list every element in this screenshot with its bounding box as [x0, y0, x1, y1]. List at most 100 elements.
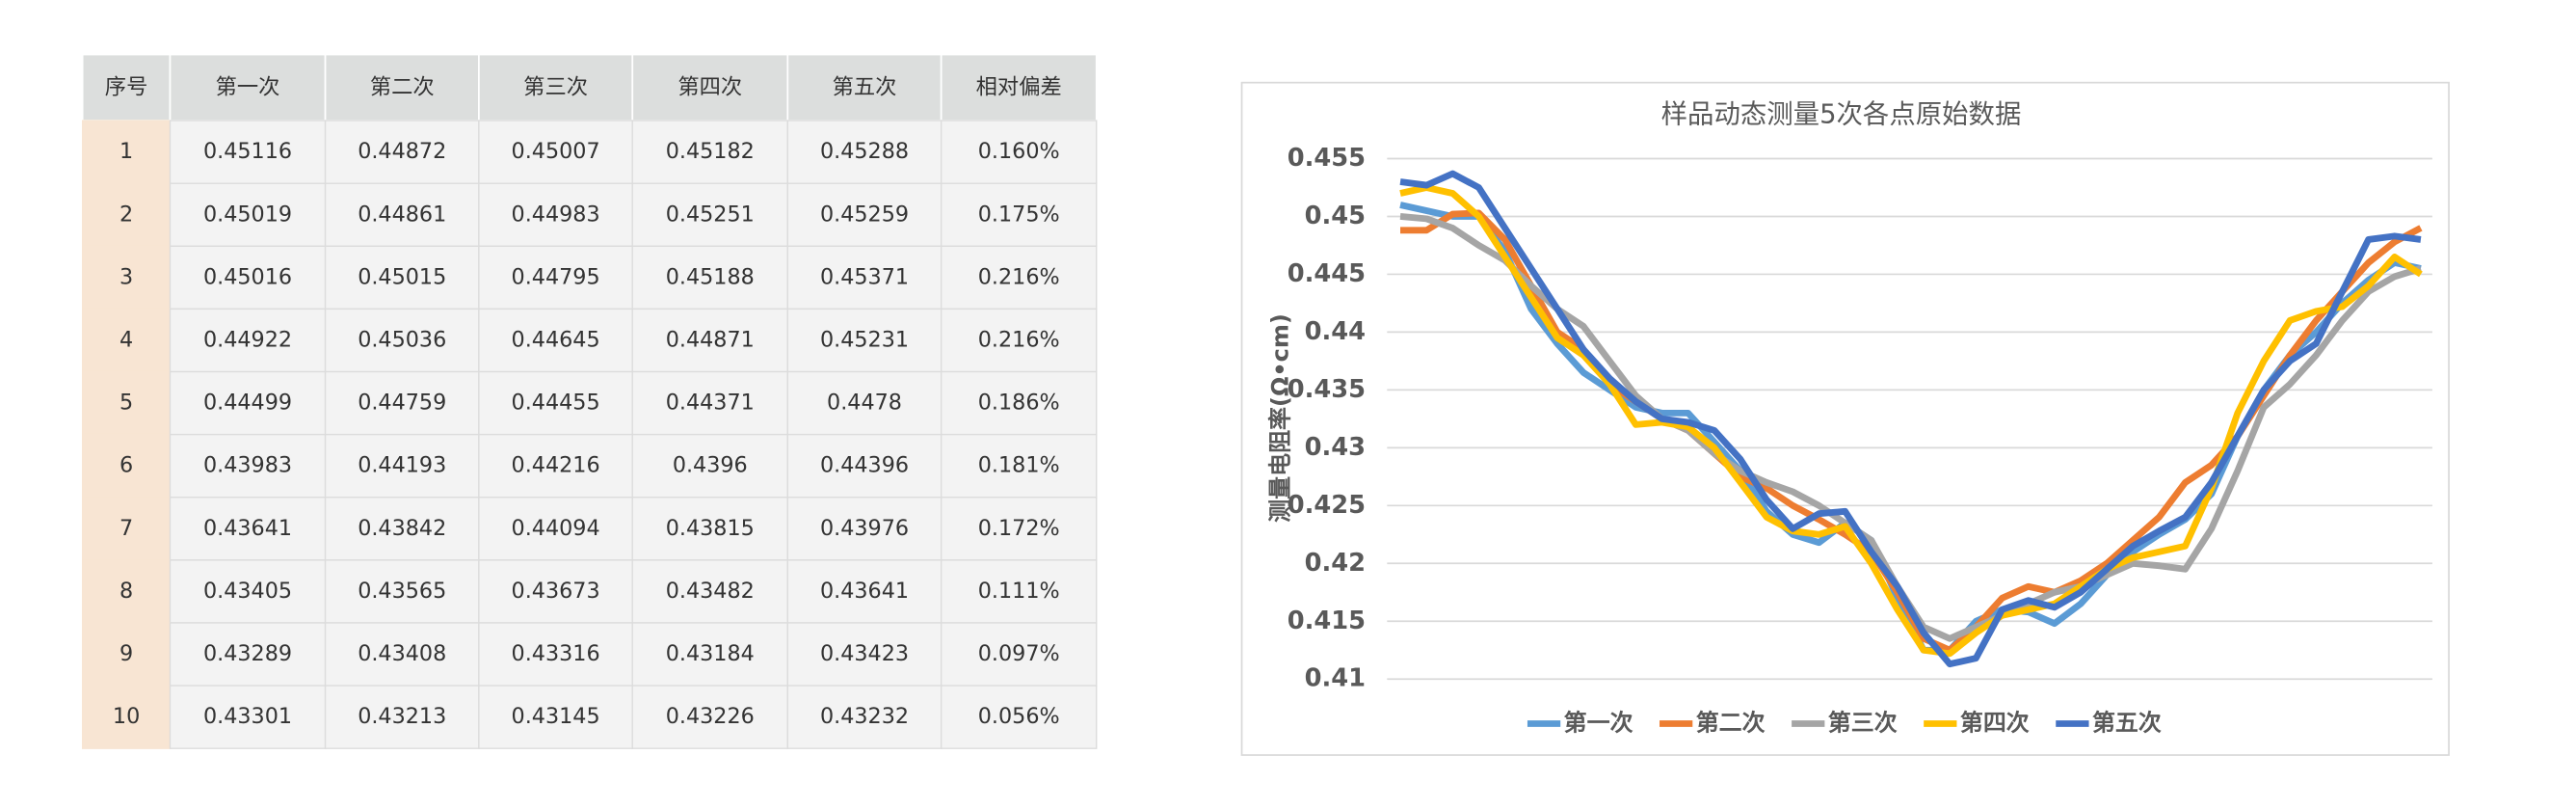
table-cell — [478, 497, 633, 561]
legend-label: 第二次 — [1696, 709, 1766, 736]
table-cell — [786, 182, 943, 247]
cell-text: 0.45036 — [358, 327, 446, 352]
cell-text: 0.45182 — [666, 139, 755, 164]
table-cell — [631, 433, 789, 499]
table-cell — [940, 559, 1098, 624]
cell-text: 10 — [113, 704, 140, 729]
cell-text: 0.4478 — [827, 391, 902, 416]
cell-text: 0.44872 — [358, 139, 446, 164]
cell-text: 0.43145 — [512, 704, 600, 729]
cell-text: 0.172% — [978, 516, 1060, 541]
table-cell — [631, 182, 789, 247]
cell-text: 0.43423 — [820, 641, 909, 666]
table-cell — [940, 685, 1098, 749]
cell-text: 0.45288 — [820, 139, 909, 164]
cell-text: 8 — [120, 579, 133, 604]
cell-text: 5 — [120, 391, 133, 416]
table-cell — [81, 308, 172, 373]
table-cell — [631, 559, 789, 624]
cell-text: 0.45251 — [666, 202, 755, 227]
y-tick-label: 0.45 — [1305, 202, 1366, 230]
cell-text: 3 — [120, 264, 133, 289]
table-cell — [169, 559, 327, 624]
chart-title: 样品动态测量5次各点原始数据 — [1661, 99, 2022, 129]
series-line — [1399, 184, 2423, 658]
table-cell — [786, 308, 943, 373]
header-text: 第三次 — [523, 74, 588, 99]
table-cell — [631, 622, 789, 687]
y-tick-label: 0.455 — [1288, 144, 1366, 173]
table-cell — [786, 685, 943, 749]
cell-text: 0.44455 — [512, 391, 600, 416]
header-cell — [940, 53, 1098, 121]
cell-text: 4 — [120, 327, 133, 352]
cell-text: 2 — [120, 202, 133, 227]
table-cell — [478, 182, 633, 247]
header-text: 序号 — [105, 74, 148, 99]
cell-text: 0.216% — [978, 264, 1060, 289]
legend-label: 第一次 — [1564, 709, 1633, 736]
cell-text: 6 — [120, 453, 133, 478]
table-cell — [81, 559, 172, 624]
y-tick-label: 0.445 — [1288, 259, 1366, 288]
cell-text: 0.181% — [978, 453, 1060, 478]
y-tick-label: 0.415 — [1288, 607, 1366, 635]
cell-text: 0.44861 — [358, 202, 446, 227]
table-cell — [786, 120, 943, 184]
cell-text: 0.43289 — [203, 641, 292, 666]
header-text: 第四次 — [677, 74, 742, 99]
table-cell — [169, 685, 327, 749]
cell-text: 0.43983 — [203, 453, 292, 478]
cell-text: 0.44645 — [512, 327, 600, 352]
table-cell — [324, 370, 480, 436]
table-cell — [786, 559, 943, 624]
cell-text: 0.43226 — [666, 704, 755, 729]
cell-text: 9 — [120, 641, 133, 666]
cell-text: 0.44795 — [512, 264, 600, 289]
table-cell — [324, 182, 480, 247]
cell-text: 0.43641 — [203, 516, 292, 541]
cell-text: 0.43976 — [820, 516, 909, 541]
cell-text: 0.160% — [978, 139, 1060, 164]
cell-text: 0.43842 — [358, 516, 446, 541]
cell-text: 0.43565 — [358, 579, 446, 604]
table-cell — [81, 622, 172, 687]
table-cell — [81, 433, 172, 499]
table-cell — [324, 622, 480, 687]
table-cell — [324, 245, 480, 310]
table-cell — [81, 182, 172, 247]
cell-text: 0.43301 — [203, 704, 292, 729]
cell-text: 0.216% — [978, 327, 1060, 352]
legend-label: 第三次 — [1828, 709, 1898, 736]
table-cell — [940, 308, 1098, 373]
cell-text: 1 — [120, 139, 133, 164]
cell-text: 0.186% — [978, 391, 1060, 416]
cell-text: 0.44759 — [358, 391, 446, 416]
cell-text: 0.175% — [978, 202, 1060, 227]
cell-text: 0.45007 — [512, 139, 600, 164]
table-cell — [169, 370, 327, 436]
y-tick-label: 0.435 — [1288, 375, 1366, 404]
y-tick-label: 0.425 — [1288, 491, 1366, 520]
table-cell — [169, 308, 327, 373]
y-tick-label: 0.42 — [1305, 549, 1366, 578]
table-cell — [81, 245, 172, 310]
table-cell — [940, 370, 1098, 436]
table-cell — [169, 433, 327, 499]
series-line — [1399, 170, 2422, 668]
cell-text: 0.056% — [978, 704, 1060, 729]
table-cell — [940, 182, 1098, 247]
cell-text: 0.45231 — [820, 327, 909, 352]
cell-text: 0.45015 — [358, 264, 446, 289]
table-cell — [169, 120, 327, 184]
table-cell — [631, 497, 789, 561]
cell-text: 0.45019 — [203, 202, 292, 227]
header-text: 第五次 — [833, 74, 897, 99]
cell-text: 0.4396 — [673, 453, 748, 478]
cell-text: 0.45116 — [203, 139, 292, 164]
header-text: 第二次 — [370, 74, 435, 99]
table-cell — [81, 497, 172, 561]
cell-text: 0.43405 — [203, 579, 292, 604]
table-cell — [478, 120, 633, 184]
